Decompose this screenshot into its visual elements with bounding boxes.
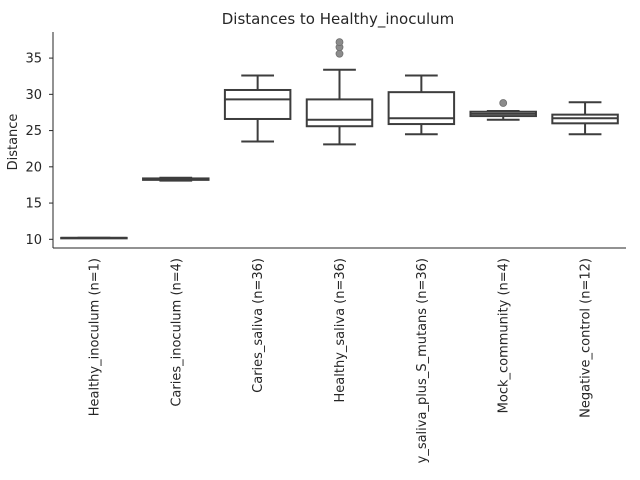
x-tick-label: Caries_saliva (n=36) xyxy=(251,258,266,393)
y-tick-label: 25 xyxy=(25,124,42,139)
x-tick-label: Healthy_saliva (n=36) xyxy=(333,258,348,402)
x-tick-label: y_saliva_plus_S_mutans (n=36) xyxy=(415,258,430,463)
box-group xyxy=(223,74,292,143)
x-tick-label: Healthy_inoculum (n=1) xyxy=(87,258,102,416)
y-axis-label: Distance xyxy=(6,114,21,171)
box-group xyxy=(305,38,374,146)
x-tick-label: Mock_community (n=4) xyxy=(497,258,512,413)
box-group xyxy=(142,176,210,182)
outlier-point xyxy=(335,49,344,58)
y-tick-label: 20 xyxy=(25,160,42,175)
box-iqr xyxy=(387,91,456,126)
outlier-point xyxy=(499,99,508,107)
box-iqr xyxy=(223,88,292,120)
y-tick-label: 35 xyxy=(25,52,42,67)
box-group xyxy=(60,236,128,240)
box-group xyxy=(469,99,537,121)
y-tick-label: 30 xyxy=(25,88,42,103)
y-tick-label: 15 xyxy=(25,197,42,212)
box-group xyxy=(387,74,456,136)
x-tick-label: Negative_control (n=12) xyxy=(579,258,594,418)
box-iqr xyxy=(305,98,374,128)
chart-title: Distances to Healthy_inoculum xyxy=(222,10,455,29)
box-group xyxy=(551,101,619,136)
x-tick-label: Caries_inoculum (n=4) xyxy=(169,258,184,407)
outlier-point xyxy=(335,38,344,47)
y-tick-label: 10 xyxy=(25,233,42,248)
